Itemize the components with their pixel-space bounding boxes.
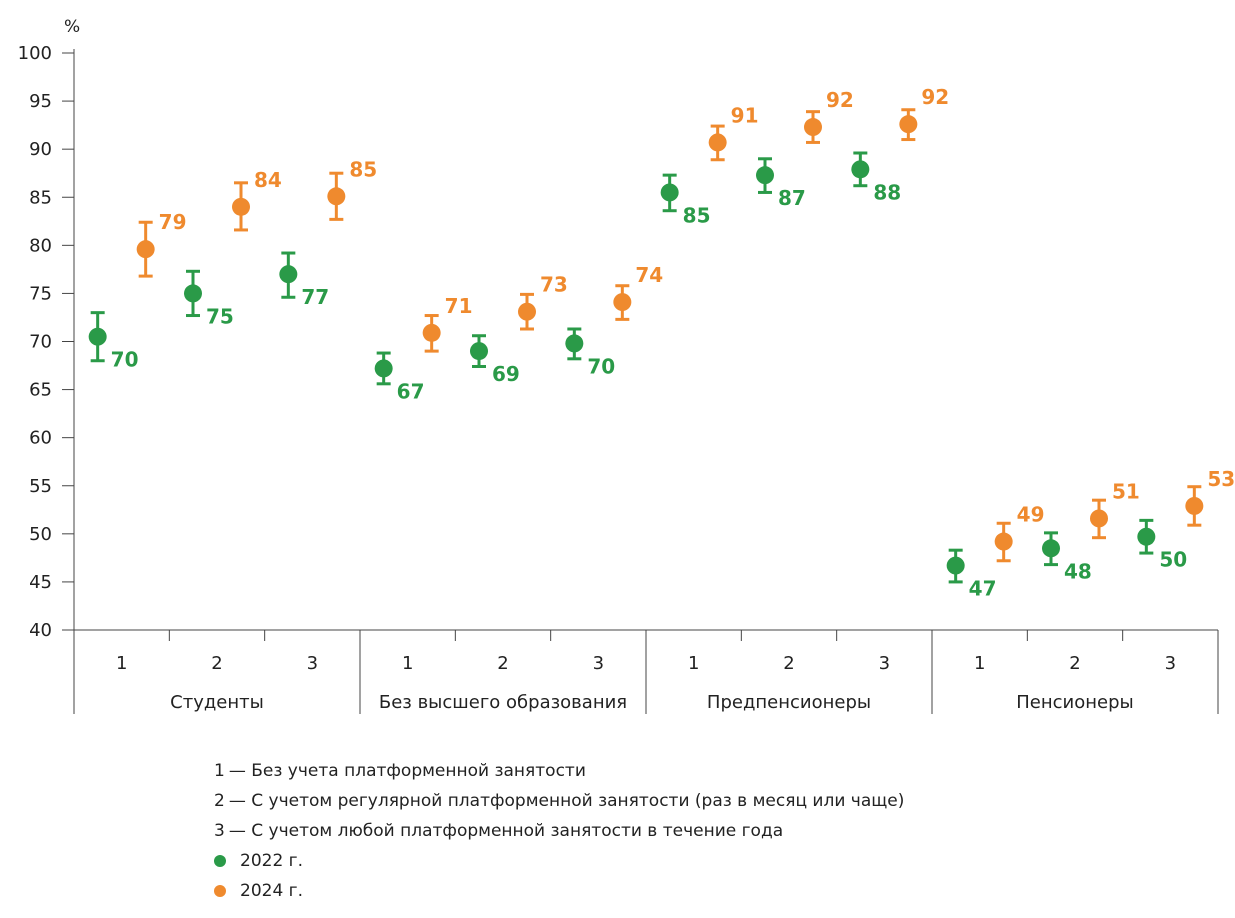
legend-item-2024: 2024 г.: [214, 876, 904, 906]
data-label: 79: [159, 210, 187, 234]
x-subcategory-label: 2: [783, 653, 794, 674]
y-tick-label: 55: [29, 476, 52, 497]
legend: 1— Без учета платформенной занятости 2— …: [214, 756, 904, 906]
x-subcategory-label: 2: [497, 653, 508, 674]
data-point: [660, 183, 679, 202]
data-point: [518, 302, 536, 321]
y-tick-label: 95: [29, 91, 52, 112]
x-group-label: Предпенсионеры: [707, 692, 871, 713]
y-tick-label: 50: [29, 524, 52, 545]
data-label: 47: [969, 577, 997, 601]
legend-marker-2024: [214, 885, 226, 897]
legend-label: 2024 г.: [240, 881, 304, 901]
data-label: 51: [1112, 479, 1140, 503]
data-label: 92: [921, 85, 949, 109]
x-subcategory-label: 2: [1069, 653, 1080, 674]
data-label: 67: [397, 379, 425, 403]
y-tick-label: 40: [29, 620, 52, 641]
legend-label: 2022 г.: [240, 851, 304, 871]
legend-note-number: 3: [214, 821, 225, 841]
y-tick-label: 75: [29, 283, 52, 304]
legend-note-3: 3— С учетом любой платформенной занятост…: [214, 816, 904, 846]
data-label: 48: [1064, 559, 1092, 583]
data-label: 77: [301, 285, 329, 309]
data-point: [804, 118, 822, 137]
x-subcategory-label: 3: [307, 653, 318, 674]
data-label: 88: [873, 180, 901, 204]
y-tick-label: 45: [29, 572, 52, 593]
x-subcategory-label: 3: [1165, 653, 1176, 674]
data-point: [327, 187, 346, 206]
x-subcategory-label: 1: [116, 653, 127, 674]
y-tick-label: 85: [29, 187, 52, 208]
x-subcategory-label: 2: [211, 653, 222, 674]
data-label: 85: [683, 203, 711, 227]
data-point: [470, 342, 488, 361]
y-tick-label: 60: [29, 428, 52, 449]
data-label: 92: [826, 88, 854, 112]
data-point: [756, 166, 774, 185]
data-point: [88, 327, 107, 346]
legend-note-text: — Без учета платформенной занятости: [228, 761, 586, 781]
data-label: 71: [445, 294, 473, 318]
data-point: [994, 532, 1013, 551]
data-label: 69: [492, 362, 520, 386]
data-point: [1042, 539, 1060, 558]
data-point: [374, 359, 393, 378]
data-label: 70: [587, 354, 615, 378]
x-subcategory-label: 3: [593, 653, 604, 674]
data-label: 91: [731, 103, 759, 127]
legend-note-text: — С учетом регулярной платформенной заня…: [228, 791, 905, 811]
data-label: 87: [778, 186, 806, 210]
y-tick-label: 70: [29, 332, 52, 353]
legend-note-1: 1— Без учета платформенной занятости: [214, 756, 904, 786]
data-point: [184, 284, 202, 303]
data-point: [708, 133, 727, 152]
data-marks: 70 75 77 67 69 70 85 87 88 47 48 50 79 84 85 71 73 74 91 92…: [88, 85, 1235, 601]
data-point: [1090, 509, 1108, 528]
axes: [73, 49, 1219, 714]
x-subcategory-label: 3: [879, 653, 890, 674]
data-point: [232, 197, 250, 216]
data-point: [1185, 496, 1204, 515]
x-axis-labels: 1 2 3 Студенты 1 2 3 Без высшего образования 1 2 3…: [116, 653, 1176, 713]
data-point: [565, 334, 584, 353]
data-point: [136, 240, 155, 259]
x-subcategory-label: 1: [688, 653, 699, 674]
data-point: [946, 556, 965, 575]
legend-marker-2022: [214, 855, 226, 867]
data-label: 53: [1207, 467, 1235, 491]
data-label: 50: [1159, 548, 1187, 572]
data-label: 75: [206, 304, 234, 328]
data-label: 84: [254, 168, 282, 192]
x-group-label: Без высшего образования: [379, 692, 627, 713]
data-label: 73: [540, 273, 568, 297]
data-point: [1137, 527, 1156, 546]
legend-note-text: — С учетом любой платформенной занятости…: [228, 821, 784, 841]
y-tick-label: 65: [29, 380, 52, 401]
x-group-label: Пенсионеры: [1016, 692, 1133, 713]
data-label: 74: [635, 263, 663, 287]
y-axis-ticks: 40 45 50 55 60 65 70 75 80 85 90 95 100: [18, 43, 74, 641]
legend-note-number: 1: [214, 761, 225, 781]
legend-note-number: 2: [214, 791, 225, 811]
x-subcategory-label: 1: [974, 653, 985, 674]
data-point: [613, 293, 632, 312]
data-point: [279, 265, 298, 284]
y-tick-label: 100: [18, 43, 52, 64]
data-point: [422, 323, 441, 342]
y-axis-label: %: [64, 17, 80, 37]
data-label: 70: [111, 348, 139, 372]
chart: % 40 45 50 55 60 65 70 75 80 85 90 95 100 1 2 3 Студент…: [18, 17, 1235, 714]
data-label: 85: [349, 157, 377, 181]
y-tick-label: 90: [29, 139, 52, 160]
legend-item-2022: 2022 г.: [214, 846, 904, 876]
x-group-label: Студенты: [170, 692, 264, 713]
legend-note-2: 2— С учетом регулярной платформенной зан…: [214, 786, 904, 816]
data-point: [899, 115, 918, 134]
data-point: [851, 160, 870, 179]
x-subcategory-label: 1: [402, 653, 413, 674]
y-tick-label: 80: [29, 235, 52, 256]
data-label: 49: [1017, 503, 1045, 527]
